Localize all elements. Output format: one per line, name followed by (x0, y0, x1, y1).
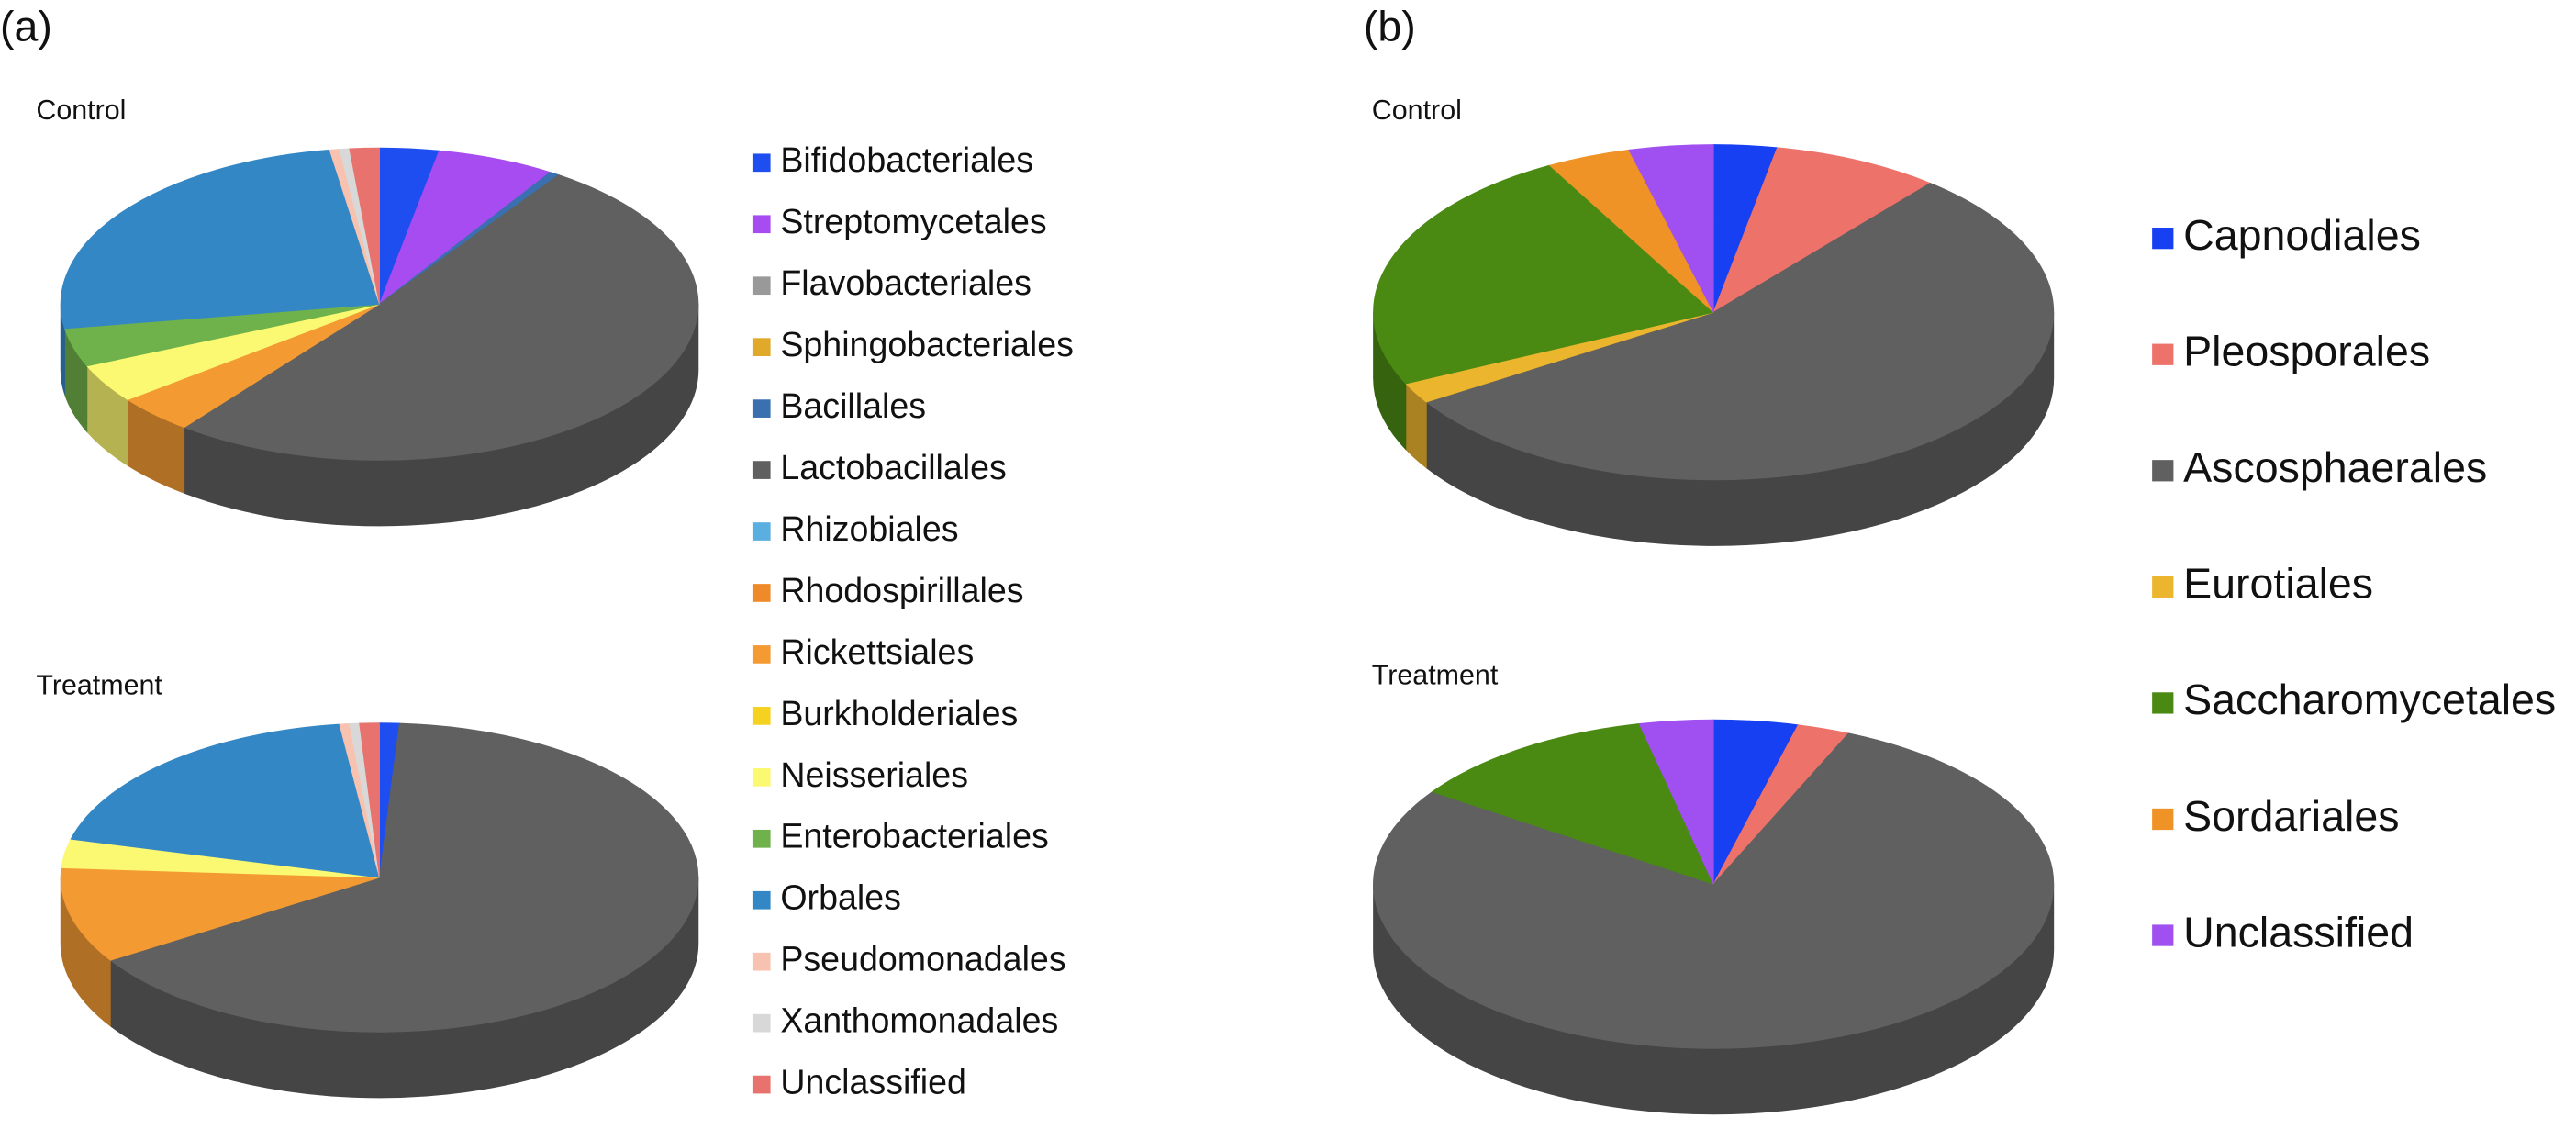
pie-slice (60, 867, 380, 961)
legend-swatch (752, 215, 771, 234)
legend-label: Unclassified (780, 1063, 966, 1101)
legend-swatch (2152, 576, 2174, 598)
legend-swatch (2152, 692, 2174, 714)
legend-label: Orbales (780, 878, 901, 917)
pie-slice (1628, 144, 1714, 313)
legend-label: Rickettsiales (780, 632, 974, 671)
legend-label: Xanthomonadales (780, 1001, 1058, 1040)
pie-slice (359, 722, 380, 878)
legend-label: Rhizobiales (780, 509, 958, 548)
legend-label: Ascosphaerales (2183, 443, 2487, 491)
legend-swatch (752, 399, 771, 418)
legend-label: Pleosporales (2183, 328, 2430, 375)
legend-label: Sordariales (2183, 792, 2399, 840)
pie-title: Control (36, 95, 126, 126)
pie-slice (109, 722, 699, 1033)
legend-label: Lactobacillales (780, 448, 1007, 486)
pie-title: Treatment (36, 669, 162, 700)
legend-swatch (752, 829, 771, 848)
pie-slice (1425, 183, 2055, 481)
legend-swatch (752, 767, 771, 787)
legend-label: Pseudomonadales (780, 940, 1065, 978)
legend-label: Neisseriales (780, 755, 968, 794)
pie-slice (1373, 732, 2055, 1049)
legend-label: Sphingobacteriales (780, 325, 1074, 363)
legend-swatch (752, 952, 771, 971)
legend-label: Bifidobacteriales (780, 140, 1033, 179)
pie-slice (183, 174, 699, 461)
legend-swatch (2152, 924, 2174, 946)
pie-slice (70, 723, 381, 878)
pie-slice (1431, 723, 1714, 885)
legend-swatch (752, 707, 771, 725)
panel-label: (b) (1364, 3, 1416, 50)
legend-label: Bacillales (780, 386, 926, 425)
legend-swatch (752, 276, 771, 296)
legend-swatch (2152, 808, 2174, 831)
pie-slice (60, 149, 381, 330)
legend-label: Saccharomycetales (2183, 676, 2556, 723)
pie-slice (1712, 147, 1932, 314)
legend-label: Streptomycetales (780, 202, 1046, 240)
legend-label: Eurotiales (2183, 560, 2373, 608)
legend-label: Enterobacteriales (780, 817, 1048, 855)
legend-swatch (752, 584, 771, 602)
legend-label: Rhodospirillales (780, 571, 1023, 609)
legend-swatch (752, 153, 771, 173)
legend-label: Capnodiales (2183, 211, 2421, 259)
legend-swatch (752, 522, 771, 541)
legend-swatch (752, 890, 771, 910)
legend-swatch (2152, 460, 2174, 482)
pie-title: Treatment (1372, 660, 1499, 691)
legend-label: Unclassified (2183, 908, 2414, 956)
pie-title: Control (1372, 95, 1462, 126)
legend-swatch (2152, 343, 2174, 365)
pie-slice (378, 150, 552, 306)
legend-swatch (752, 1013, 771, 1033)
pie-slice (349, 147, 380, 305)
legend-label: Flavobacteriales (780, 263, 1032, 302)
legend-swatch (2152, 228, 2174, 250)
panel-label: (a) (0, 3, 52, 50)
legend-swatch (752, 338, 771, 357)
legend-swatch (752, 645, 771, 664)
legend-label: Burkholderiales (780, 694, 1018, 732)
pie-slice (1638, 719, 1714, 885)
pie-slice (1373, 164, 1715, 385)
legend-swatch (752, 461, 771, 479)
legend-swatch (752, 1075, 771, 1094)
